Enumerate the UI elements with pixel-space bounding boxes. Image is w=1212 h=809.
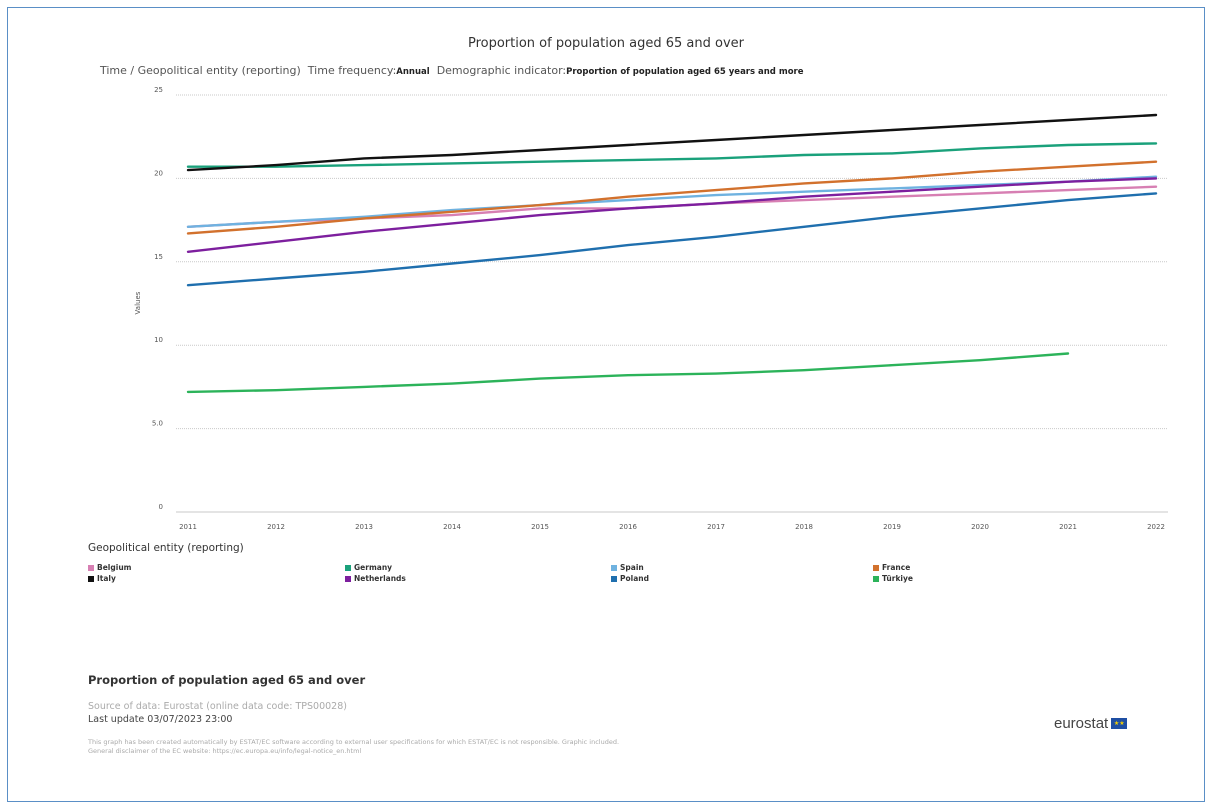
series-line-spain xyxy=(186,175,1158,229)
x-tick-label: 2016 xyxy=(619,523,637,531)
chart-title: Proportion of population aged 65 and ove… xyxy=(467,36,745,51)
eurostat-logo: eurostat ★★ xyxy=(1054,715,1128,732)
legend-item[interactable]: Germany xyxy=(345,563,392,572)
x-tick-label: 2021 xyxy=(1059,523,1077,531)
legend-item[interactable]: Netherlands xyxy=(345,574,406,583)
subtitle-indicator-label: Demographic indicator: xyxy=(436,64,567,77)
y-tick-label: 25 xyxy=(154,86,163,94)
footer-title: Proportion of population aged 65 and ove… xyxy=(88,673,366,687)
x-tick-label: 2015 xyxy=(531,523,549,531)
legend-label: Belgium xyxy=(97,563,132,572)
disclaimer-note: This graph has been created automaticall… xyxy=(88,738,620,746)
legend-item[interactable]: Türkiye xyxy=(873,574,913,583)
subtitle-dimensions: Time / Geopolitical entity (reporting) xyxy=(100,64,301,77)
legend-item[interactable]: Italy xyxy=(88,574,116,583)
data-source: Source of data: Eurostat (online data co… xyxy=(88,701,347,712)
chart-subtitle: Time / Geopolitical entity (reporting) T… xyxy=(100,64,804,77)
x-tick-label: 2020 xyxy=(971,523,989,531)
legend-swatch xyxy=(88,564,94,571)
legal-notice: General disclaimer of the EC website: ht… xyxy=(88,747,362,755)
subtitle-indicator-value: Proportion of population aged 65 years a… xyxy=(566,67,804,77)
x-tick-label: 2018 xyxy=(795,523,813,531)
legend-label: Spain xyxy=(620,563,644,572)
legend-label: Germany xyxy=(354,563,393,572)
x-tick-label: 2019 xyxy=(883,523,901,531)
legend-swatch xyxy=(611,575,617,582)
subtitle-frequency-value: Annual xyxy=(396,67,430,77)
legend-label: Türkiye xyxy=(882,574,913,583)
series-line-t-rkiye xyxy=(186,352,1070,394)
legend-swatch xyxy=(611,564,617,571)
subtitle-frequency-label: Time frequency: xyxy=(307,64,397,77)
legend-title: Geopolitical entity (reporting) xyxy=(88,542,244,554)
y-axis-label: Values xyxy=(134,291,142,314)
series-line-netherlands xyxy=(186,177,1158,254)
x-tick-label: 2022 xyxy=(1147,523,1165,531)
legend-label: France xyxy=(882,563,911,572)
legend-label: Italy xyxy=(97,574,116,583)
x-tick-label: 2013 xyxy=(355,523,373,531)
legend-item[interactable]: Poland xyxy=(611,574,649,583)
y-tick-label: 5.0 xyxy=(152,420,163,428)
legend-swatch xyxy=(88,575,94,582)
eu-flag-icon: ★★ xyxy=(1111,718,1128,729)
x-tick-label: 2011 xyxy=(179,523,197,531)
series-line-poland xyxy=(186,192,1158,287)
legend-item[interactable]: Belgium xyxy=(88,563,131,572)
y-tick-label: 15 xyxy=(154,253,163,261)
legend-swatch xyxy=(873,575,879,582)
legend-label: Netherlands xyxy=(354,574,406,583)
legend-swatch xyxy=(345,575,351,582)
y-tick-label: 10 xyxy=(154,336,163,344)
logo-text: eurostat xyxy=(1054,715,1109,732)
legend-item[interactable]: Spain xyxy=(611,563,644,572)
series-line-germany xyxy=(186,142,1158,168)
legend-label: Poland xyxy=(620,574,649,583)
legend-item[interactable]: France xyxy=(873,563,910,572)
series-line-italy xyxy=(186,113,1158,172)
last-update: Last update 03/07/2023 23:00 xyxy=(88,714,233,725)
x-tick-label: 2012 xyxy=(267,523,285,531)
series-line-france xyxy=(186,160,1158,235)
chart-frame xyxy=(7,7,1205,802)
y-tick-label: 0 xyxy=(159,503,163,511)
y-tick-label: 20 xyxy=(154,169,163,177)
x-tick-label: 2017 xyxy=(707,523,725,531)
legend-swatch xyxy=(345,564,351,571)
legend-swatch xyxy=(873,564,879,571)
x-tick-label: 2014 xyxy=(443,523,461,531)
